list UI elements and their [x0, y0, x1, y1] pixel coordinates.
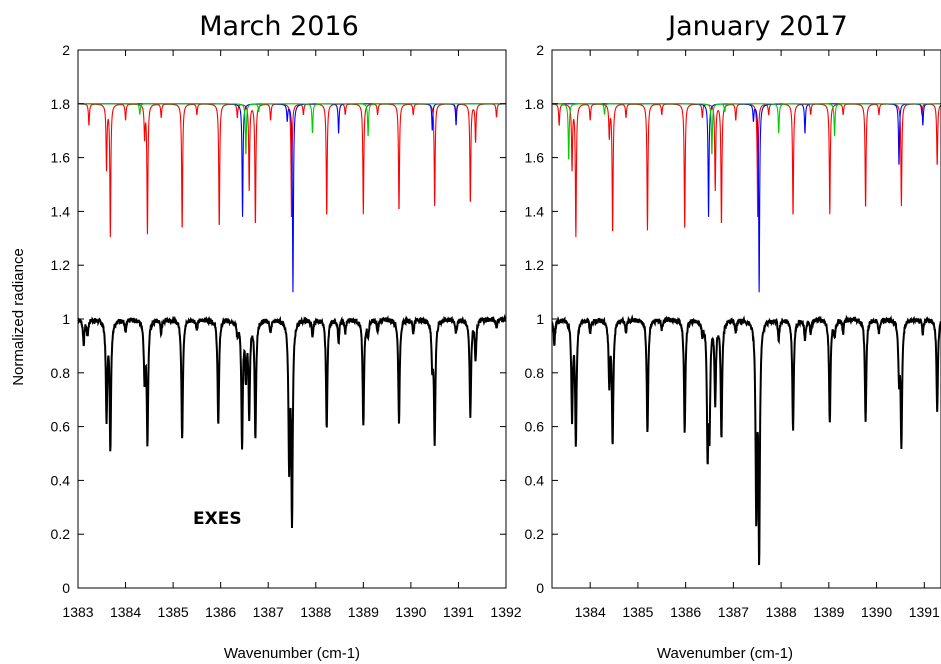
x-axis-label: Wavenumber (cm-1): [224, 645, 360, 662]
y-tick-label: 1: [62, 311, 70, 327]
x-tick-label: 1387: [253, 604, 284, 620]
y-tick-label: 0.6: [525, 419, 545, 435]
x-tick-label: 1386: [670, 604, 701, 620]
panel-title: January 2017: [666, 11, 848, 42]
observed-spectrum-line: [78, 313, 506, 528]
plot-area: [552, 103, 941, 566]
x-tick-label: 1387: [718, 604, 749, 620]
y-tick-label: 1.6: [51, 150, 71, 166]
x-tick-label: 1392: [490, 604, 521, 620]
y-tick-label: 0.4: [51, 472, 71, 488]
y-tick-label: 0.4: [525, 472, 545, 488]
y-tick-label: 2: [536, 42, 544, 58]
x-tick-label: 1385: [158, 604, 189, 620]
y-tick-label: 1.6: [525, 150, 545, 166]
panel-january-2017: January 2017 Wavenumber (cm-1) 0 0.2 0.4 0.…: [525, 11, 941, 662]
x-axis-label: Wavenumber (cm-1): [657, 645, 793, 662]
y-tick-label: 1.8: [525, 96, 545, 112]
y-tick-label: 0.2: [525, 526, 545, 542]
y-tick-label: 0.2: [51, 526, 71, 542]
x-tick-label: 1385: [622, 604, 653, 620]
x-tick-label: 1391: [909, 604, 940, 620]
x-tick-label: 1388: [766, 604, 797, 620]
y-tick-label: 0: [62, 580, 70, 596]
y-axis-label: Normalized radiance: [10, 248, 27, 386]
panel-march-2016: March 2016 Wavenumber (cm-1) Normalized …: [10, 11, 522, 662]
panel-title: March 2016: [199, 11, 359, 42]
x-tick-label: 1384: [110, 604, 141, 620]
x-tick-label: 1390: [861, 604, 892, 620]
y-tick-label: 1.2: [525, 257, 545, 273]
y-tick-label: 1.4: [51, 203, 71, 219]
x-tick-label: 1388: [300, 604, 331, 620]
plot-area: [78, 103, 506, 528]
observed-spectrum-line: [552, 314, 941, 566]
x-tick-label: 1389: [348, 604, 379, 620]
y-tick-label: 1.8: [51, 96, 71, 112]
y-tick-label: 0.6: [51, 419, 71, 435]
model-series-line: [78, 103, 506, 155]
y-tick-label: 1.4: [525, 203, 545, 219]
model-series-line: [552, 103, 941, 160]
x-tick-label: 1383: [62, 604, 93, 620]
x-tick-label: 1386: [205, 604, 236, 620]
x-tick-label: 1390: [395, 604, 426, 620]
x-tick-label: 1384: [575, 604, 606, 620]
y-tick-label: 0.8: [525, 365, 545, 381]
exes-annotation: EXES: [193, 509, 242, 529]
x-tick-label: 1389: [813, 604, 844, 620]
y-tick-label: 1.2: [51, 257, 71, 273]
y-tick-label: 1: [536, 311, 544, 327]
y-tick-label: 0: [536, 580, 544, 596]
x-tick-label: 1391: [443, 604, 474, 620]
y-tick-label: 2: [62, 42, 70, 58]
y-tick-label: 0.8: [51, 365, 71, 381]
